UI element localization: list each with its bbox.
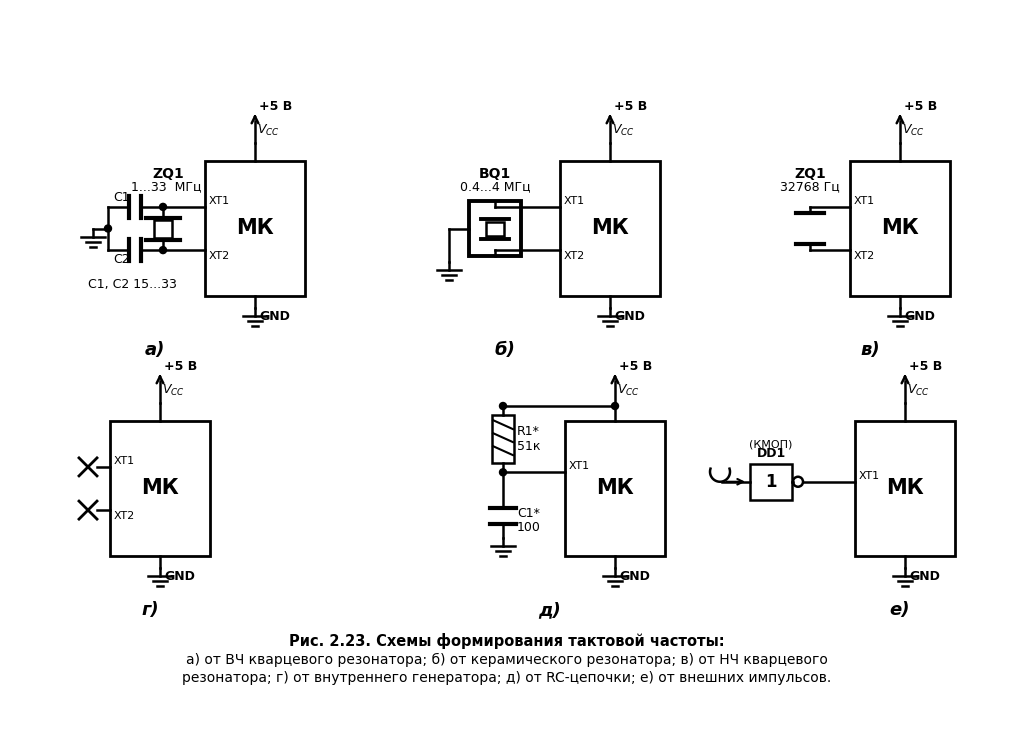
Text: Рис. 2.23. Схемы формирования тактовой частоты:: Рис. 2.23. Схемы формирования тактовой ч… <box>289 633 725 649</box>
Text: +5 В: +5 В <box>259 100 292 113</box>
Circle shape <box>104 225 112 232</box>
Text: C1*: C1* <box>517 507 539 520</box>
Text: а): а) <box>145 341 165 359</box>
Text: XT2: XT2 <box>114 511 135 521</box>
Text: 1...33  МГц: 1...33 МГц <box>131 180 201 193</box>
Text: $V_{CC}$: $V_{CC}$ <box>162 383 185 398</box>
Bar <box>205 161 305 296</box>
Text: GND: GND <box>909 570 940 583</box>
Text: XT1: XT1 <box>564 196 585 206</box>
Text: C1, C2 15...33: C1, C2 15...33 <box>88 278 176 291</box>
Text: МК: МК <box>596 479 634 499</box>
Text: GND: GND <box>904 310 935 323</box>
Circle shape <box>611 403 619 409</box>
Text: XT1: XT1 <box>854 196 875 206</box>
Circle shape <box>159 203 166 211</box>
Text: 32768 Гц: 32768 Гц <box>780 180 840 193</box>
Text: 1: 1 <box>766 473 777 491</box>
Text: $V_{CC}$: $V_{CC}$ <box>617 383 640 398</box>
Text: е): е) <box>889 601 911 619</box>
Text: XT1: XT1 <box>209 196 230 206</box>
Text: 0.4...4 МГц: 0.4...4 МГц <box>459 180 530 193</box>
Bar <box>486 221 504 235</box>
Text: XT1: XT1 <box>569 461 590 471</box>
Text: МК: МК <box>881 219 919 238</box>
Text: C1: C1 <box>113 191 130 204</box>
Bar <box>469 201 521 256</box>
Text: $V_{CC}$: $V_{CC}$ <box>257 123 280 138</box>
Text: в): в) <box>860 341 880 359</box>
Text: а) от ВЧ кварцевого резонатора; б) от керамического резонатора; в) от НЧ кварцев: а) от ВЧ кварцевого резонатора; б) от ке… <box>186 653 828 667</box>
Text: GND: GND <box>259 310 290 323</box>
Text: МК: МК <box>886 479 924 499</box>
Text: R1*: R1* <box>517 425 539 439</box>
Text: GND: GND <box>614 310 645 323</box>
Text: XT2: XT2 <box>564 251 585 261</box>
Text: DD1: DD1 <box>756 447 786 460</box>
Text: C2: C2 <box>113 253 130 266</box>
Circle shape <box>500 469 507 476</box>
Text: BQ1: BQ1 <box>479 167 511 181</box>
Text: МК: МК <box>236 219 274 238</box>
Text: +5 В: +5 В <box>614 100 647 113</box>
Text: г): г) <box>141 601 159 619</box>
Text: $V_{CC}$: $V_{CC}$ <box>907 383 930 398</box>
Bar <box>850 161 950 296</box>
Text: XT2: XT2 <box>209 251 230 261</box>
Bar <box>750 463 792 500</box>
Text: XT1: XT1 <box>859 471 880 481</box>
Text: МК: МК <box>591 219 629 238</box>
Text: $V_{CC}$: $V_{CC}$ <box>612 123 635 138</box>
Text: GND: GND <box>619 570 650 583</box>
Text: д): д) <box>538 601 562 619</box>
Bar <box>492 415 514 463</box>
Text: ZQ1: ZQ1 <box>152 167 184 181</box>
Bar <box>560 161 660 296</box>
Text: ZQ1: ZQ1 <box>794 167 825 181</box>
Text: +5 В: +5 В <box>909 360 942 373</box>
Text: XT2: XT2 <box>854 251 875 261</box>
Circle shape <box>500 403 507 409</box>
Text: +5 В: +5 В <box>619 360 652 373</box>
Text: $V_{CC}$: $V_{CC}$ <box>902 123 925 138</box>
Text: GND: GND <box>164 570 195 583</box>
Text: +5 В: +5 В <box>904 100 937 113</box>
Text: б): б) <box>495 341 515 359</box>
Circle shape <box>159 246 166 254</box>
Bar <box>565 421 665 556</box>
Text: +5 В: +5 В <box>164 360 198 373</box>
Text: 100: 100 <box>517 521 540 534</box>
Bar <box>855 421 955 556</box>
Text: (КМОП): (КМОП) <box>749 440 793 450</box>
Text: МК: МК <box>141 479 178 499</box>
Text: XT1: XT1 <box>114 456 135 466</box>
Bar <box>154 219 172 238</box>
Text: резонатора; г) от внутреннего генератора; д) от RC-цепочки; е) от внешних импуль: резонатора; г) от внутреннего генератора… <box>183 671 831 685</box>
Text: 51к: 51к <box>517 440 540 452</box>
Bar <box>110 421 210 556</box>
